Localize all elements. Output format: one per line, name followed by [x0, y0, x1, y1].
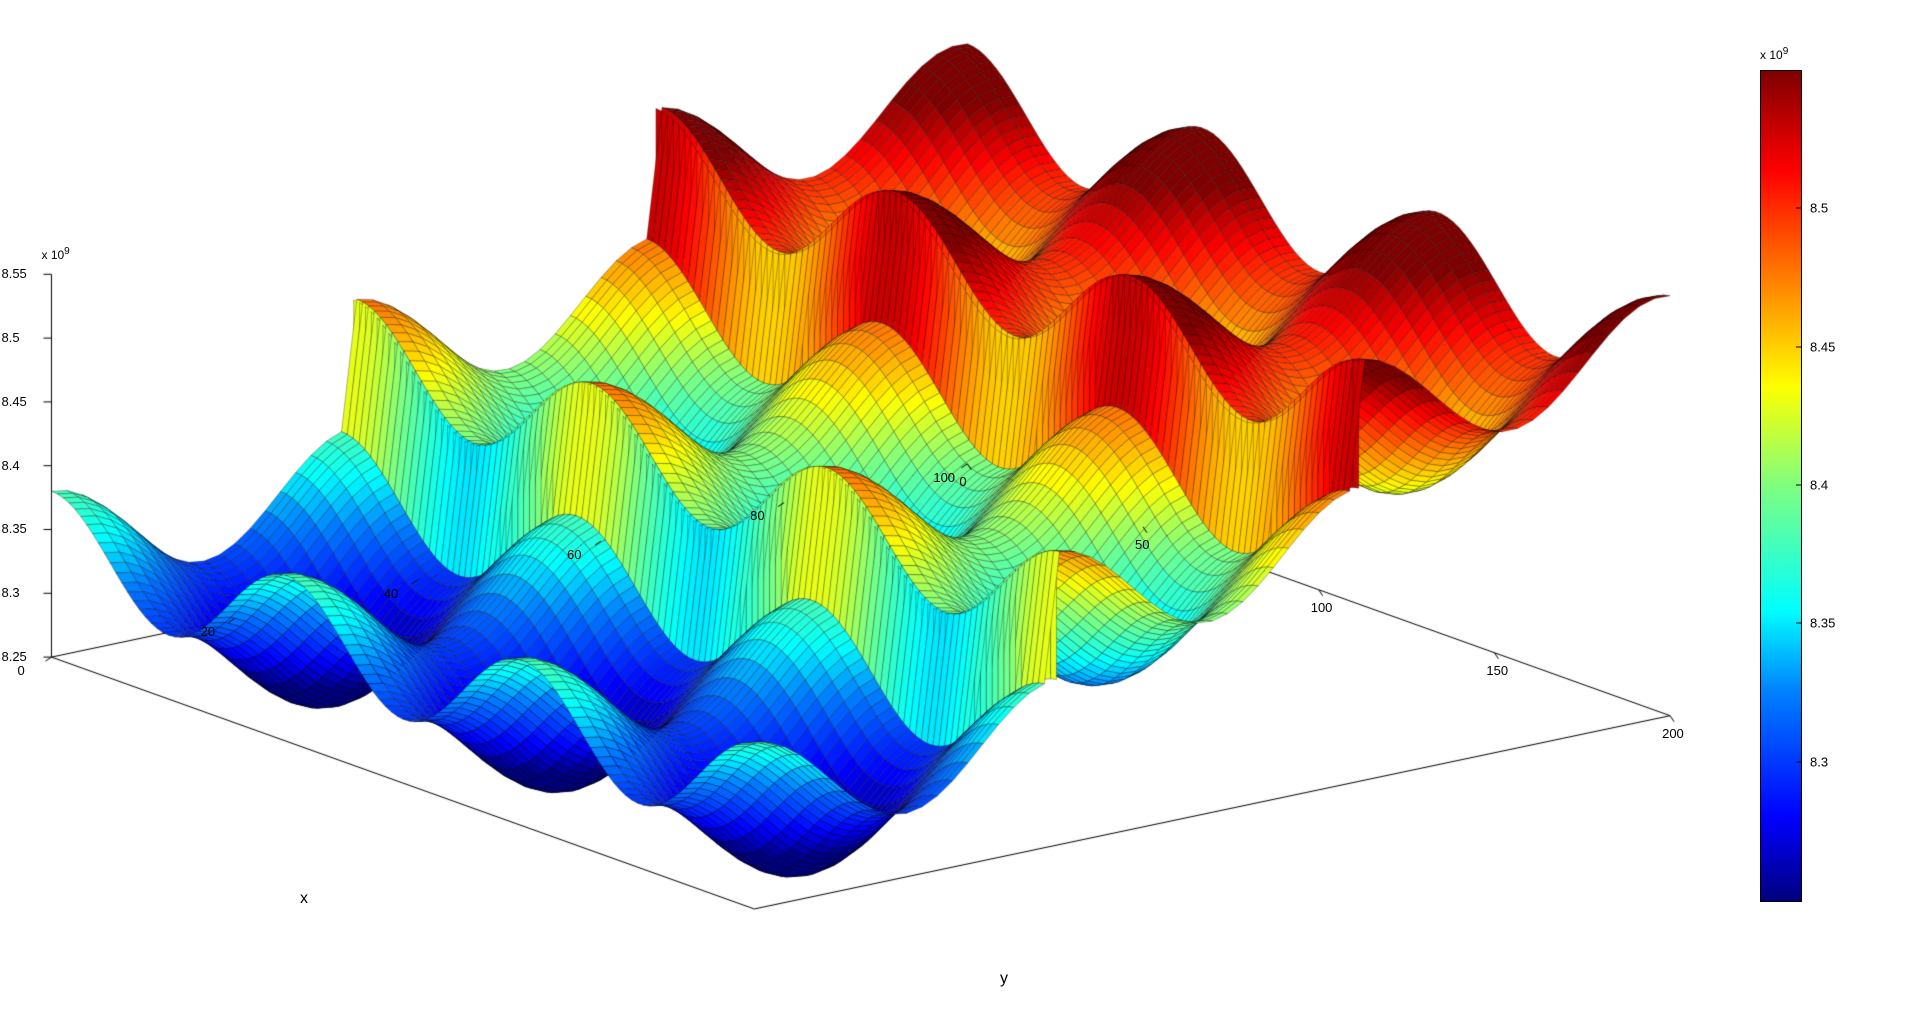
- z-tick-label: 8.3: [1, 585, 19, 600]
- y-tick-label: 100: [1311, 600, 1333, 615]
- plot-canvas: [0, 0, 1920, 1013]
- colorbar: 8.38.358.48.458.5 x 109: [1760, 70, 1802, 902]
- x-tick-label: 80: [750, 508, 764, 523]
- y-tick-label: 200: [1662, 726, 1684, 741]
- colorbar-tick-label: 8.35: [1806, 616, 1835, 631]
- y-tick-label: 150: [1486, 663, 1508, 678]
- colorbar-canvas: [1760, 70, 1802, 902]
- x-tick-label: 0: [17, 663, 24, 678]
- y-tick-label: 0: [959, 474, 966, 489]
- z-exponent-label: x 109: [41, 246, 69, 262]
- x-tick-label: 60: [567, 547, 581, 562]
- z-tick-label: 8.55: [1, 266, 26, 281]
- colorbar-exponent-label: x 109: [1760, 46, 1788, 62]
- x-tick-label: 20: [201, 624, 215, 639]
- surface-plot-3d: x y x 109 8.25 8.3 8.35 8.4 8.45 8.5 8.55 0 20 4…: [0, 0, 1920, 1013]
- colorbar-tick-label: 8.3: [1806, 754, 1828, 769]
- z-tick-label: 8.4: [1, 458, 19, 473]
- x-axis-label: x: [300, 890, 308, 908]
- z-tick-label: 8.35: [1, 521, 26, 536]
- y-axis-label: y: [1000, 970, 1008, 988]
- colorbar-tick-label: 8.4: [1806, 478, 1828, 493]
- y-tick-label: 50: [1135, 537, 1149, 552]
- colorbar-tick-label: 8.5: [1806, 201, 1828, 216]
- z-tick-label: 8.5: [1, 330, 19, 345]
- z-tick-label: 8.45: [1, 394, 26, 409]
- colorbar-tick-label: 8.45: [1806, 339, 1835, 354]
- x-tick-label: 40: [384, 586, 398, 601]
- colorbar-ticks: 8.3 8.35 8.4 8.45 8.5: [1802, 70, 1882, 902]
- x-tick-label: 100: [933, 470, 955, 485]
- z-tick-label: 8.25: [1, 649, 26, 664]
